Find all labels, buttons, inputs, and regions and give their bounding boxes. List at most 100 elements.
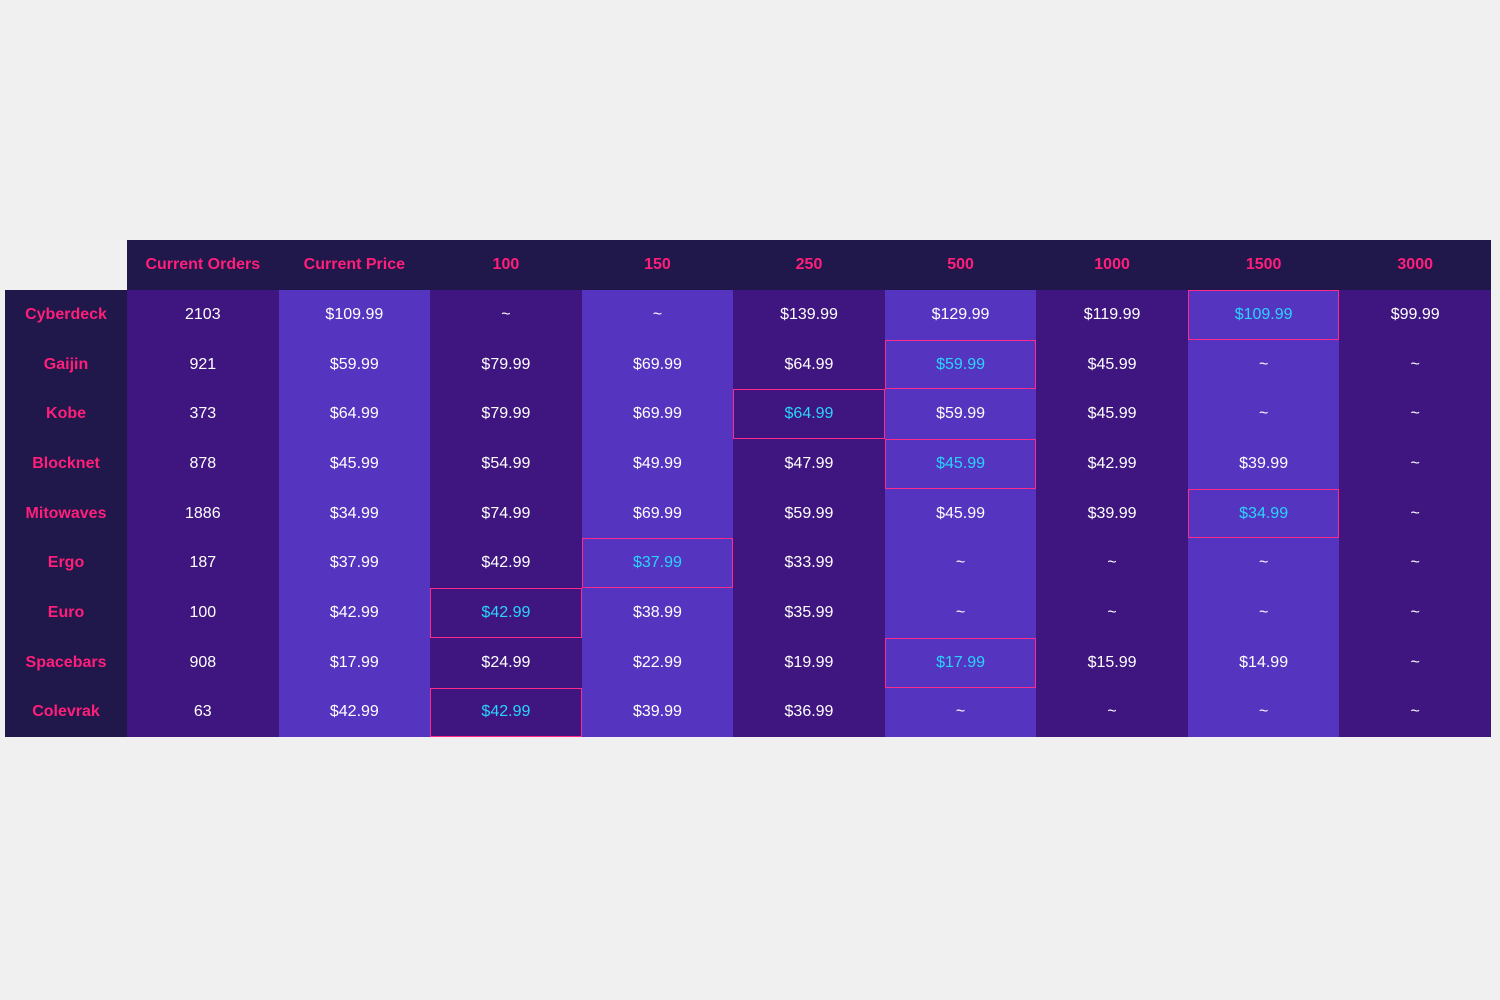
table-cell: ~ (1339, 588, 1491, 638)
table-cell: $64.99 (278, 389, 431, 440)
table-cell: ~ (884, 588, 1037, 638)
table-cell: 187 (127, 538, 279, 589)
table-cell: $39.99 (581, 687, 734, 738)
table-cell: $37.99 (278, 538, 431, 589)
table-cell: $34.99 (278, 488, 431, 539)
table-row: Euro 100 $42.99 $42.99 $38.99 $35.99 ~ ~ ~ ~ (5, 588, 1491, 638)
table-cell: $38.99 (581, 588, 734, 638)
row-header: Colevrak (5, 687, 128, 738)
table-cell: $15.99 (1036, 637, 1188, 688)
table-cell: ~ (1339, 488, 1491, 539)
table-row: Gaijin 921 $59.99 $79.99 $69.99 $64.99 $59.99 $… (5, 339, 1491, 390)
table-cell: $33.99 (733, 538, 885, 589)
best-price-cell: $34.99 (1187, 488, 1340, 539)
table-cell: $14.99 (1187, 637, 1340, 688)
best-price-cell: $109.99 (1187, 290, 1340, 340)
row-header: Spacebars (5, 637, 128, 688)
table-row: Mitowaves 1886 $34.99 $74.99 $69.99 $59.99 $45… (5, 488, 1491, 539)
table-cell: $109.99 (278, 290, 431, 340)
column-header: 500 (884, 240, 1037, 290)
table-cell: $139.99 (733, 290, 885, 340)
table-cell: ~ (1036, 687, 1188, 738)
table-cell: $59.99 (733, 488, 885, 539)
table-cell: $129.99 (884, 290, 1037, 340)
best-price-cell: $64.99 (733, 389, 885, 440)
table-cell: ~ (884, 538, 1037, 589)
table-cell: $47.99 (733, 439, 885, 489)
row-header: Gaijin (5, 339, 128, 390)
table-cell: 63 (127, 687, 279, 738)
column-header: 150 (581, 240, 734, 290)
table-cell: $35.99 (733, 588, 885, 638)
table-cell: 921 (127, 339, 279, 390)
table-cell: $42.99 (278, 687, 431, 738)
table-cell: ~ (1036, 538, 1188, 589)
column-header: 1000 (1036, 240, 1188, 290)
table-cell: 100 (127, 588, 279, 638)
row-header: Mitowaves (5, 488, 128, 539)
table-cell: ~ (1187, 538, 1340, 589)
best-price-cell: $59.99 (884, 339, 1037, 390)
table-cell: ~ (1187, 339, 1340, 390)
table-cell: $59.99 (278, 339, 431, 390)
table-cell: $69.99 (581, 389, 734, 440)
table-cell: $59.99 (884, 389, 1037, 440)
table-cell: ~ (1187, 389, 1340, 440)
table-row: Blocknet 878 $45.99 $54.99 $49.99 $47.99 $45.9… (5, 439, 1491, 489)
table-cell: $42.99 (278, 588, 431, 638)
table-cell: $24.99 (430, 637, 582, 688)
corner-cell (5, 240, 127, 290)
table-cell: ~ (1339, 439, 1491, 489)
table-cell: $36.99 (733, 687, 885, 738)
table-cell: 878 (127, 439, 279, 489)
table-cell: ~ (1036, 588, 1188, 638)
table-row: Colevrak 63 $42.99 $42.99 $39.99 $36.99 ~ ~ ~ ~ (5, 687, 1491, 738)
table-cell: ~ (430, 290, 582, 340)
table-cell: ~ (1339, 637, 1491, 688)
best-price-cell: $42.99 (430, 588, 582, 638)
table-cell: ~ (1187, 687, 1340, 738)
table-cell: $22.99 (581, 637, 734, 688)
table-cell: $64.99 (733, 339, 885, 390)
table-cell: 908 (127, 637, 279, 688)
table-row: Kobe 373 $64.99 $79.99 $69.99 $64.99 $59.99 $45… (5, 389, 1491, 440)
row-header: Cyberdeck (5, 290, 128, 340)
table-cell: $45.99 (1036, 339, 1188, 390)
table-cell: 1886 (127, 488, 279, 539)
table-body: Cyberdeck 2103 $109.99 ~ ~ $139.99 $129.99 $119… (5, 290, 1491, 738)
table-cell: $17.99 (278, 637, 431, 688)
table-cell: $39.99 (1036, 488, 1188, 539)
table-cell: $45.99 (1036, 389, 1188, 440)
column-header: Current Orders (127, 240, 279, 290)
table-cell: $49.99 (581, 439, 734, 489)
row-header: Ergo (5, 538, 128, 589)
table-cell: $79.99 (430, 339, 582, 390)
table-cell: $42.99 (1036, 439, 1188, 489)
table-cell: $69.99 (581, 339, 734, 390)
table-cell: $45.99 (884, 488, 1037, 539)
table-row: Spacebars 908 $17.99 $24.99 $22.99 $19.99 $17.… (5, 637, 1491, 688)
table-cell: 373 (127, 389, 279, 440)
table-row: Cyberdeck 2103 $109.99 ~ ~ $139.99 $129.99 $119… (5, 290, 1491, 340)
table-cell: $74.99 (430, 488, 582, 539)
column-header: 3000 (1339, 240, 1491, 290)
row-header: Kobe (5, 389, 128, 440)
best-price-cell: $42.99 (430, 687, 582, 738)
best-price-cell: $37.99 (581, 538, 734, 589)
table-cell: ~ (884, 687, 1037, 738)
table-cell: $54.99 (430, 439, 582, 489)
table-cell: ~ (581, 290, 734, 340)
header-row: Current Orders Current Price 100 150 250 500 1… (5, 240, 1491, 290)
price-table: Current Orders Current Price 100 150 250 500 1… (5, 240, 1491, 738)
column-header: Current Price (278, 240, 431, 290)
table-cell: $42.99 (430, 538, 582, 589)
column-header: 100 (430, 240, 582, 290)
row-header: Euro (5, 588, 128, 638)
table-cell: $39.99 (1187, 439, 1340, 489)
best-price-cell: $17.99 (884, 637, 1037, 688)
table-cell: ~ (1339, 538, 1491, 589)
table-cell: $99.99 (1339, 290, 1491, 340)
row-header: Blocknet (5, 439, 128, 489)
table-cell: ~ (1187, 588, 1340, 638)
table-cell: $45.99 (278, 439, 431, 489)
